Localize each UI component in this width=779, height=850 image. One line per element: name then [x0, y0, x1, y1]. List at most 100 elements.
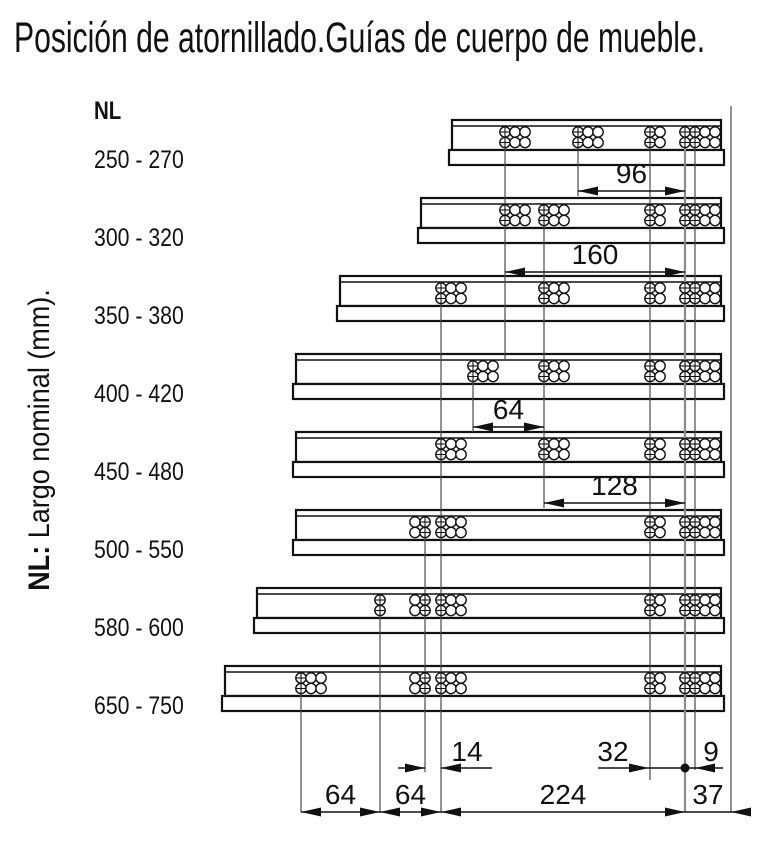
screw-hole	[315, 682, 327, 695]
screw-hole	[558, 214, 570, 227]
rail-lip	[291, 538, 726, 557]
screw-hole	[709, 438, 721, 450]
screw-hole	[699, 672, 711, 684]
dimension-label: 37	[692, 779, 723, 810]
screw-hole	[519, 136, 531, 149]
dimension-label: 224	[540, 779, 587, 810]
screw-hole	[709, 136, 721, 149]
dimension-label: 32	[597, 736, 628, 767]
row-label-nl-range: 350 - 380	[94, 302, 184, 330]
screw-hole	[445, 604, 457, 617]
screw-hole	[654, 438, 666, 450]
screw-hole	[519, 214, 531, 227]
screw-hole	[709, 360, 721, 372]
dimension-arrow	[665, 498, 685, 508]
screw-hole	[654, 604, 666, 617]
screw-hole	[445, 682, 457, 695]
dimension-arrow	[665, 267, 685, 277]
screw-hole	[445, 448, 457, 461]
screw-hole	[654, 360, 666, 372]
row-label-nl-range: 650 - 750	[94, 692, 184, 720]
screw-hole	[558, 438, 570, 450]
screw-hole	[699, 516, 711, 528]
row-label-nl-range: 400 - 420	[94, 380, 184, 408]
screw-hole	[709, 594, 721, 606]
dimension-arrow	[301, 807, 321, 817]
screw-hole	[519, 126, 531, 138]
rail-lip	[220, 694, 726, 713]
screw-hole	[558, 292, 570, 305]
dimension-label: 64	[325, 779, 356, 810]
screw-hole	[699, 360, 711, 372]
screw-hole	[699, 526, 711, 539]
screw-hole	[709, 526, 721, 539]
screw-hole	[455, 672, 467, 684]
screw-hole	[455, 448, 467, 461]
screw-hole	[699, 126, 711, 138]
screw-hole	[654, 516, 666, 528]
screw-hole	[509, 204, 521, 216]
dimension-arrow	[578, 186, 598, 196]
screw-hole	[654, 370, 666, 383]
screw-hole	[455, 516, 467, 528]
screw-hole	[654, 204, 666, 216]
screw-hole	[409, 594, 421, 606]
screw-hole	[699, 594, 711, 606]
row-label-nl-range: 250 - 270	[94, 146, 184, 174]
screw-hole	[558, 204, 570, 216]
dimension-arrow	[665, 186, 685, 196]
screw-hole	[409, 672, 421, 684]
screw-hole	[509, 214, 521, 227]
screw-hole	[699, 292, 711, 305]
screw-hole	[558, 282, 570, 294]
screw-hole	[548, 214, 560, 227]
dimension-label: 160	[572, 239, 619, 270]
screw-hole	[709, 214, 721, 227]
screw-hole	[709, 370, 721, 383]
rail-lip	[252, 616, 726, 635]
screw-hole	[558, 370, 570, 383]
page-title: Posición de atornillado.Guías de cuerpo …	[14, 14, 706, 62]
screw-hole	[699, 682, 711, 695]
screw-hole	[699, 136, 711, 149]
screw-hole	[315, 672, 327, 684]
screw-hole	[548, 370, 560, 383]
screw-hole	[709, 282, 721, 294]
rail-body	[419, 196, 723, 230]
screw-hole	[592, 126, 604, 138]
row-label-nl-range: 580 - 600	[94, 614, 184, 642]
screw-hole	[548, 448, 560, 461]
screw-hole	[699, 282, 711, 294]
rail-lip	[447, 148, 726, 167]
dimension-arrow	[629, 763, 649, 773]
screw-hole	[548, 292, 560, 305]
dimension-arrow	[473, 422, 493, 432]
screw-hole	[445, 516, 457, 528]
screw-hole	[409, 516, 421, 528]
screw-hole	[455, 594, 467, 606]
dimension-arrow	[524, 422, 544, 432]
screw-hole	[509, 136, 521, 149]
screw-hole	[409, 526, 421, 539]
screw-hole	[709, 448, 721, 461]
screw-hole	[445, 282, 457, 294]
screw-hole	[487, 370, 499, 383]
screw-hole	[548, 282, 560, 294]
dimension-label: 64	[493, 394, 524, 425]
screw-hole	[709, 204, 721, 216]
screw-hole	[445, 594, 457, 606]
rail-lip	[291, 460, 726, 479]
screw-hole	[487, 360, 499, 372]
screw-hole	[654, 682, 666, 695]
screw-hole	[558, 360, 570, 372]
dimension-arrow	[665, 807, 685, 817]
screw-hole	[699, 448, 711, 461]
screw-hole	[699, 204, 711, 216]
screw-hole	[582, 126, 594, 138]
dimension-arrow	[731, 807, 751, 817]
screw-hole	[455, 682, 467, 695]
row-label-nl-range: 300 - 320	[94, 224, 184, 252]
screw-hole	[305, 672, 317, 684]
